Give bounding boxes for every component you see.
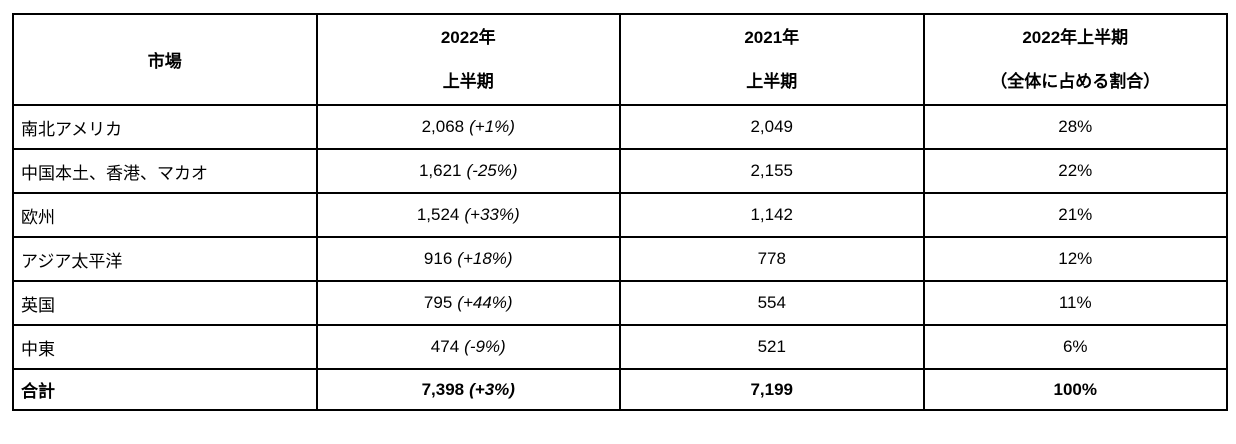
header-market: 市場 (12, 13, 318, 106)
table-row-uk: 英国 795 (+44%) 554 11% (12, 280, 1228, 326)
h1-2021-cell: 2,155 (619, 148, 925, 194)
h1-2022-change: (+1%) (469, 117, 515, 136)
header-row: 市場 2022年 上半期 2021年 上半期 2022年上半期 （全体に占める割… (12, 13, 1228, 106)
share-cell: 28% (922, 104, 1228, 150)
header-2021-h1-line1: 2021年 (744, 28, 800, 47)
table-row-americas: 南北アメリカ 2,068 (+1%) 2,049 28% (12, 104, 1228, 150)
total-h1-2021-cell: 7,199 (619, 368, 925, 411)
share-cell: 6% (922, 324, 1228, 370)
h1-2021-cell: 521 (619, 324, 925, 370)
total-h1-2022-value: 7,398 (421, 379, 465, 399)
market-cell: 英国 (12, 280, 318, 326)
h1-2022-value: 916 (423, 249, 453, 268)
header-share: 2022年上半期 （全体に占める割合） (922, 13, 1228, 106)
h1-2022-cell: 1,524 (+33%) (315, 192, 621, 238)
h1-2022-change: (+44%) (457, 293, 513, 312)
header-share-line1: 2022年上半期 (1022, 28, 1129, 47)
market-cell: 欧州 (12, 192, 318, 238)
h1-2022-change: (-25%) (466, 161, 518, 180)
market-cell: 中国本土、香港、マカオ (12, 148, 318, 194)
total-h1-2022-change: (+3%) (469, 379, 515, 399)
h1-2022-cell: 2,068 (+1%) (315, 104, 621, 150)
h1-2022-value: 474 (430, 337, 460, 356)
market-results-table: 市場 2022年 上半期 2021年 上半期 2022年上半期 （全体に占める割… (12, 13, 1228, 411)
share-cell: 22% (922, 148, 1228, 194)
h1-2022-cell: 474 (-9%) (315, 324, 621, 370)
h1-2022-cell: 1,621 (-25%) (315, 148, 621, 194)
table-row-asia-pacific: アジア太平洋 916 (+18%) 778 12% (12, 236, 1228, 282)
table-row-europe: 欧州 1,524 (+33%) 1,142 21% (12, 192, 1228, 238)
header-2022-h1-line1: 2022年 (440, 28, 496, 47)
share-cell: 11% (922, 280, 1228, 326)
table-row-middle-east: 中東 474 (-9%) 521 6% (12, 324, 1228, 370)
h1-2021-cell: 1,142 (619, 192, 925, 238)
header-2021-h1-line2: 上半期 (746, 72, 798, 91)
market-cell: 南北アメリカ (12, 104, 318, 150)
header-2021-h1: 2021年 上半期 (619, 13, 925, 106)
h1-2022-cell: 916 (+18%) (315, 236, 621, 282)
share-cell: 12% (922, 236, 1228, 282)
h1-2021-cell: 778 (619, 236, 925, 282)
total-label-cell: 合計 (12, 368, 318, 411)
h1-2022-change: (-9%) (464, 337, 506, 356)
h1-2022-value: 2,068 (421, 117, 465, 136)
header-2022-h1-line2: 上半期 (442, 72, 494, 91)
h1-2022-change: (+18%) (457, 249, 513, 268)
total-h1-2022-cell: 7,398 (+3%) (315, 368, 621, 411)
h1-2022-value: 1,621 (418, 161, 462, 180)
share-cell: 21% (922, 192, 1228, 238)
market-cell: アジア太平洋 (12, 236, 318, 282)
market-cell: 中東 (12, 324, 318, 370)
table-row-total: 合計 7,398 (+3%) 7,199 100% (12, 368, 1228, 411)
h1-2021-cell: 554 (619, 280, 925, 326)
header-share-line2: （全体に占める割合） (990, 72, 1161, 91)
h1-2022-value: 795 (423, 293, 453, 312)
header-2022-h1: 2022年 上半期 (315, 13, 621, 106)
h1-2022-value: 1,524 (416, 205, 460, 224)
table-row-china-hk-macau: 中国本土、香港、マカオ 1,621 (-25%) 2,155 22% (12, 148, 1228, 194)
h1-2021-cell: 2,049 (619, 104, 925, 150)
h1-2022-cell: 795 (+44%) (315, 280, 621, 326)
h1-2022-change: (+33%) (464, 205, 520, 224)
total-share-cell: 100% (922, 368, 1228, 411)
